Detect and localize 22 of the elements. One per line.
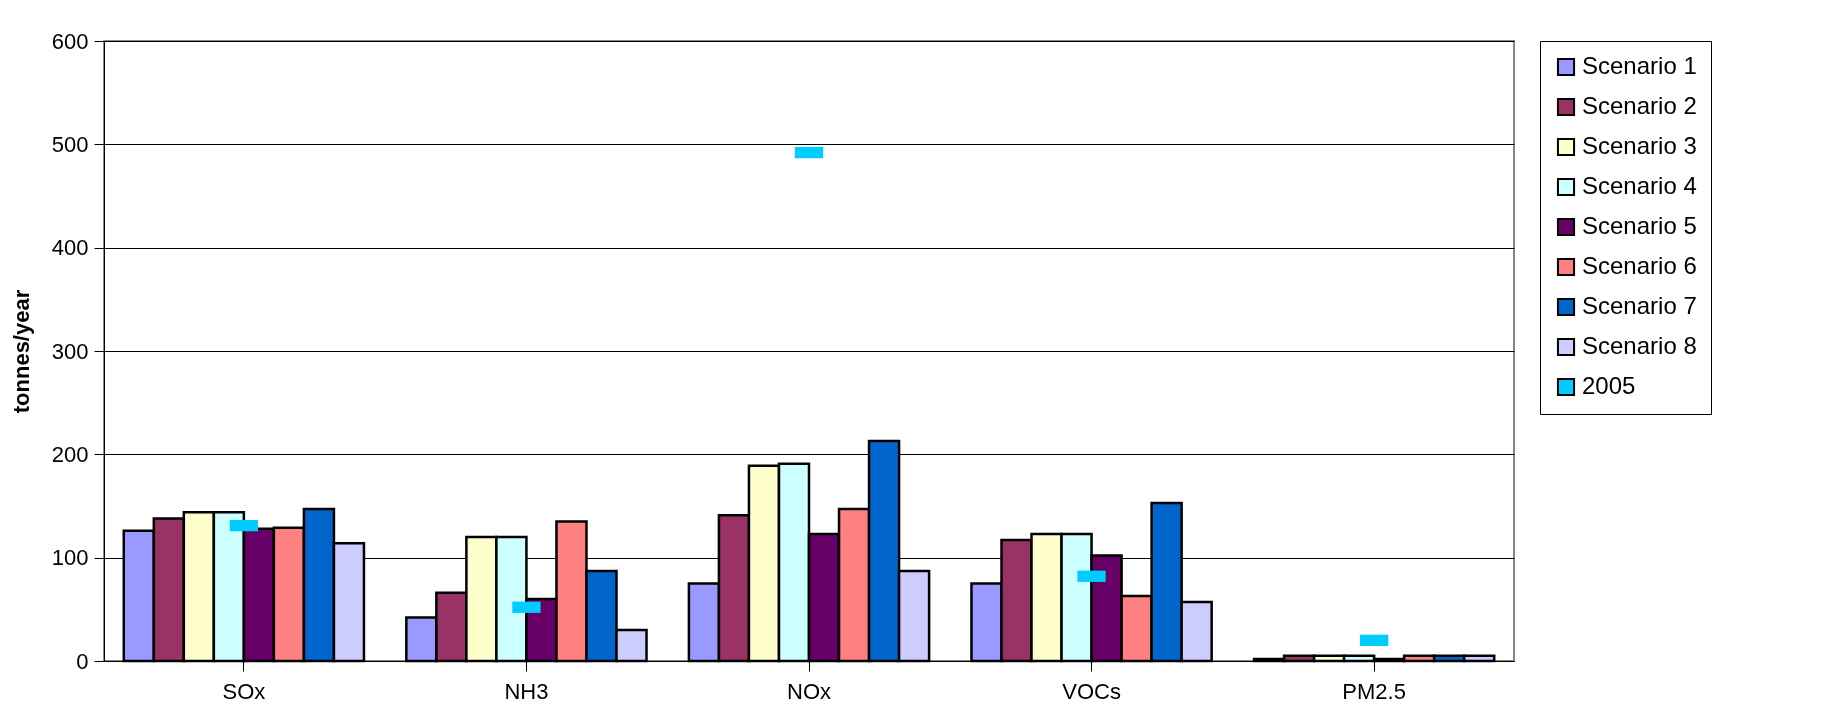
y-tick-label: 400 xyxy=(51,235,89,261)
y-tick-label: 500 xyxy=(51,131,89,157)
legend-label: Scenario 8 xyxy=(1582,332,1697,359)
x-tick-label: NOx xyxy=(787,678,831,704)
y-tick-label: 600 xyxy=(51,28,89,54)
y-tick-label: 200 xyxy=(51,441,89,467)
legend-label: Scenario 5 xyxy=(1582,212,1697,239)
x-tick-label: VOCs xyxy=(1062,678,1121,704)
legend-label: 2005 xyxy=(1582,372,1636,399)
y-tick-label: 0 xyxy=(76,648,89,674)
legend-label: Scenario 1 xyxy=(1582,52,1697,79)
legend-label: Scenario 2 xyxy=(1582,92,1697,119)
y-tick-label: 100 xyxy=(51,545,89,571)
x-tick-label: PM2.5 xyxy=(1342,678,1406,704)
legend-label: Scenario 3 xyxy=(1582,132,1697,159)
y-tick-label: 300 xyxy=(51,338,89,364)
legend-label: Scenario 6 xyxy=(1582,252,1697,279)
legend-label: Scenario 4 xyxy=(1582,172,1697,199)
x-tick-label: NH3 xyxy=(504,678,549,704)
legend-label: Scenario 7 xyxy=(1582,292,1697,319)
x-tick-label: SOx xyxy=(222,678,266,704)
y-axis-title: tonnes/year xyxy=(8,289,34,414)
